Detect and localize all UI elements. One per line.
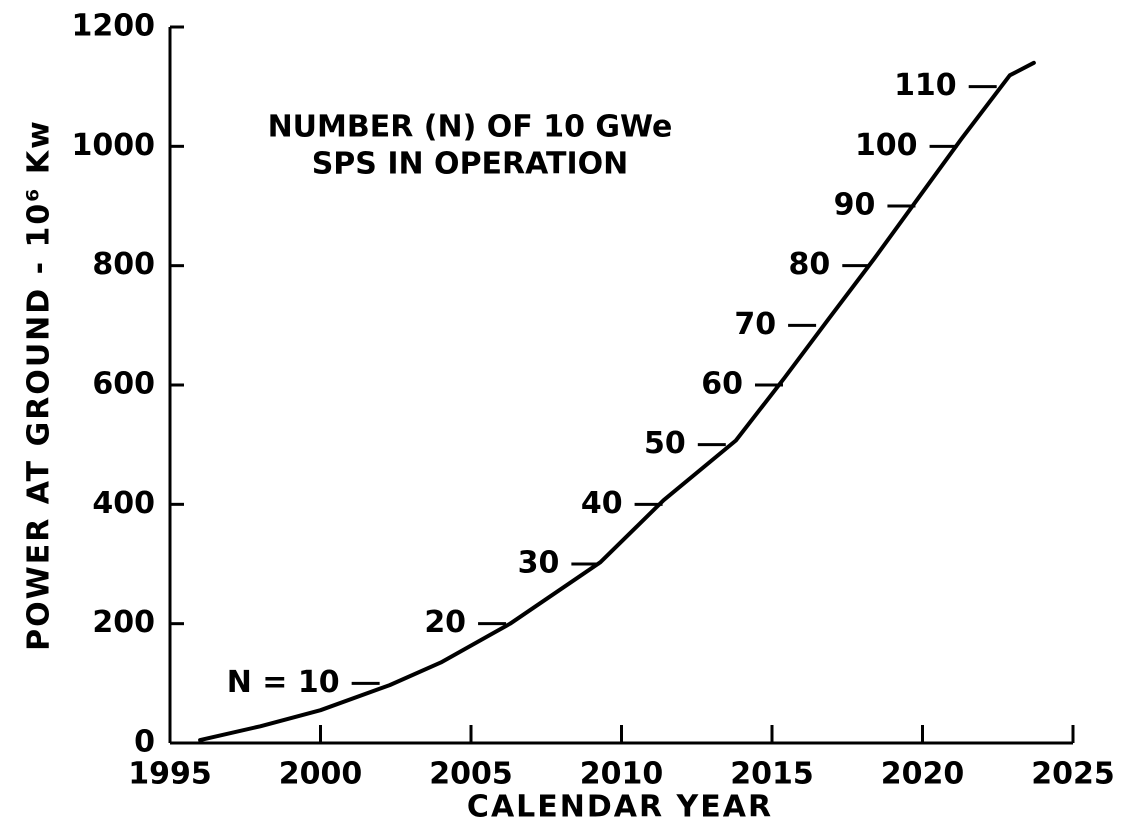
x-tick-label: 2010 — [580, 757, 664, 792]
y-tick-label: 0 — [134, 725, 155, 760]
line — [198, 60, 1036, 743]
y-tick-label: 800 — [92, 247, 155, 282]
annotation-label: 110 — [894, 68, 957, 103]
y-axis-label: POWER AT GROUND - 10⁶ Kw — [22, 119, 57, 651]
x-tick-label: 2000 — [279, 757, 363, 792]
x-tick-label: 2005 — [429, 757, 513, 792]
annotation-label: 20 — [424, 605, 466, 640]
note-line: SPS IN OPERATION — [312, 147, 629, 182]
y-tick-label: 200 — [92, 605, 155, 640]
annotation-label: 100 — [855, 128, 918, 163]
annotation-label: 60 — [701, 367, 743, 402]
annotation-label: 50 — [644, 426, 686, 461]
x-tick-label: 2015 — [730, 757, 814, 792]
annotation-label: 40 — [581, 486, 623, 521]
annotation-label: 30 — [518, 546, 560, 581]
y-tick-label: 400 — [92, 486, 155, 521]
x-tick-label: 2025 — [1031, 757, 1115, 792]
y-tick-label: 600 — [92, 367, 155, 402]
annotation-label: N = 10 — [227, 665, 340, 700]
x-tick-label: 2020 — [881, 757, 965, 792]
note-line: NUMBER (N) OF 10 GWe — [268, 110, 673, 145]
y-tick-label: 1000 — [72, 128, 156, 163]
annotation-label: 90 — [834, 188, 876, 223]
annotation-label: 80 — [789, 247, 831, 282]
annotation-label: 70 — [734, 307, 776, 342]
x-axis-label: CALENDAR YEAR — [467, 790, 773, 825]
y-tick-label: 1200 — [72, 9, 156, 44]
x-tick-label: 1995 — [128, 757, 212, 792]
